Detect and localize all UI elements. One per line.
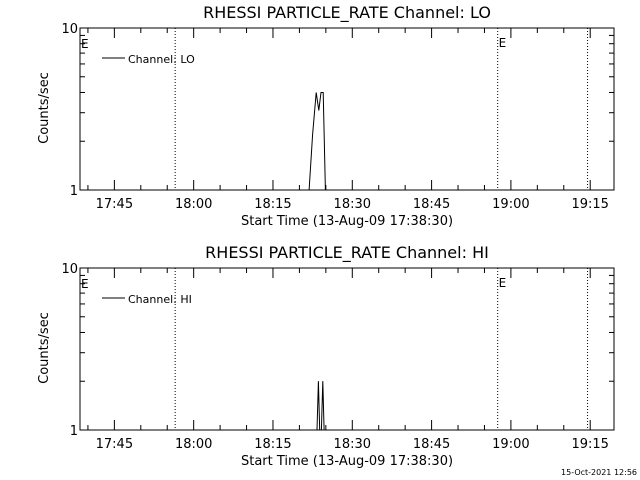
x-tick-label: 18:15 xyxy=(254,197,291,212)
vertical-marker-label: E xyxy=(499,36,507,50)
plot-frame xyxy=(79,27,615,191)
y-tick-label: 1 xyxy=(70,424,78,439)
x-tick-label: 18:00 xyxy=(175,437,212,452)
series-line xyxy=(308,92,329,191)
plot-frame xyxy=(79,267,615,431)
x-tick-label: 18:45 xyxy=(413,437,450,452)
x-tick-label: 19:00 xyxy=(492,197,529,212)
x-tick-label: 18:45 xyxy=(413,197,450,212)
x-tick-label: 18:15 xyxy=(254,437,291,452)
legend-label: Channel: LO xyxy=(128,53,195,66)
x-tick-label: 17:45 xyxy=(96,197,133,212)
x-tick-label: 19:15 xyxy=(571,437,608,452)
x-axis-label: Start Time (13-Aug-09 17:38:30) xyxy=(241,214,453,229)
x-tick-label: 18:00 xyxy=(175,197,212,212)
chart-title: RHESSI PARTICLE_RATE Channel: HI xyxy=(205,243,489,263)
chart-title: RHESSI PARTICLE_RATE Channel: LO xyxy=(203,3,491,23)
chart-panel-lo: RHESSI PARTICLE_RATE Channel: LO Counts/… xyxy=(37,3,615,229)
timestamp: 15-Oct-2021 12:56 xyxy=(561,468,637,477)
y-tick-label: 1 xyxy=(70,184,78,199)
x-axis-label: Start Time (13-Aug-09 17:38:30) xyxy=(241,454,453,469)
y-axis-label: Counts/sec xyxy=(37,72,52,144)
y-axis-label: Counts/sec xyxy=(37,312,52,384)
vertical-marker-label: E xyxy=(499,276,507,290)
y-tick-label: 10 xyxy=(61,22,78,37)
legend-label: Channel: HI xyxy=(128,293,192,306)
x-tick-label: 19:15 xyxy=(571,197,608,212)
y-tick-label: 10 xyxy=(61,262,78,277)
x-tick-label: 19:00 xyxy=(492,437,529,452)
x-tick-label: 17:45 xyxy=(96,437,133,452)
chart-panel-hi: RHESSI PARTICLE_RATE Channel: HI Counts/… xyxy=(37,243,615,469)
series-line xyxy=(316,381,325,431)
x-tick-label: 18:30 xyxy=(334,437,371,452)
x-tick-label: 18:30 xyxy=(334,197,371,212)
